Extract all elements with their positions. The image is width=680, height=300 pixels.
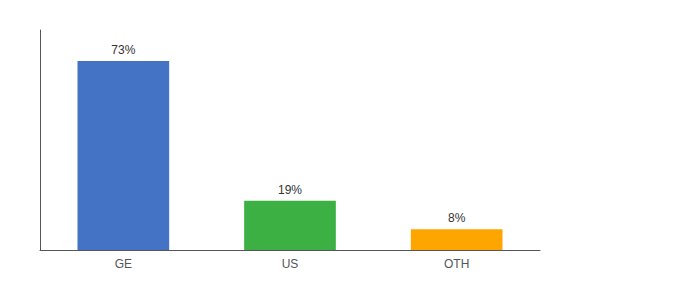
svg-text:US: US <box>282 257 299 271</box>
svg-text:GE: GE <box>115 257 132 271</box>
svg-text:OTH: OTH <box>444 257 469 271</box>
svg-text:8%: 8% <box>448 211 466 225</box>
svg-text:73%: 73% <box>111 43 135 57</box>
svg-text:19%: 19% <box>278 183 302 197</box>
